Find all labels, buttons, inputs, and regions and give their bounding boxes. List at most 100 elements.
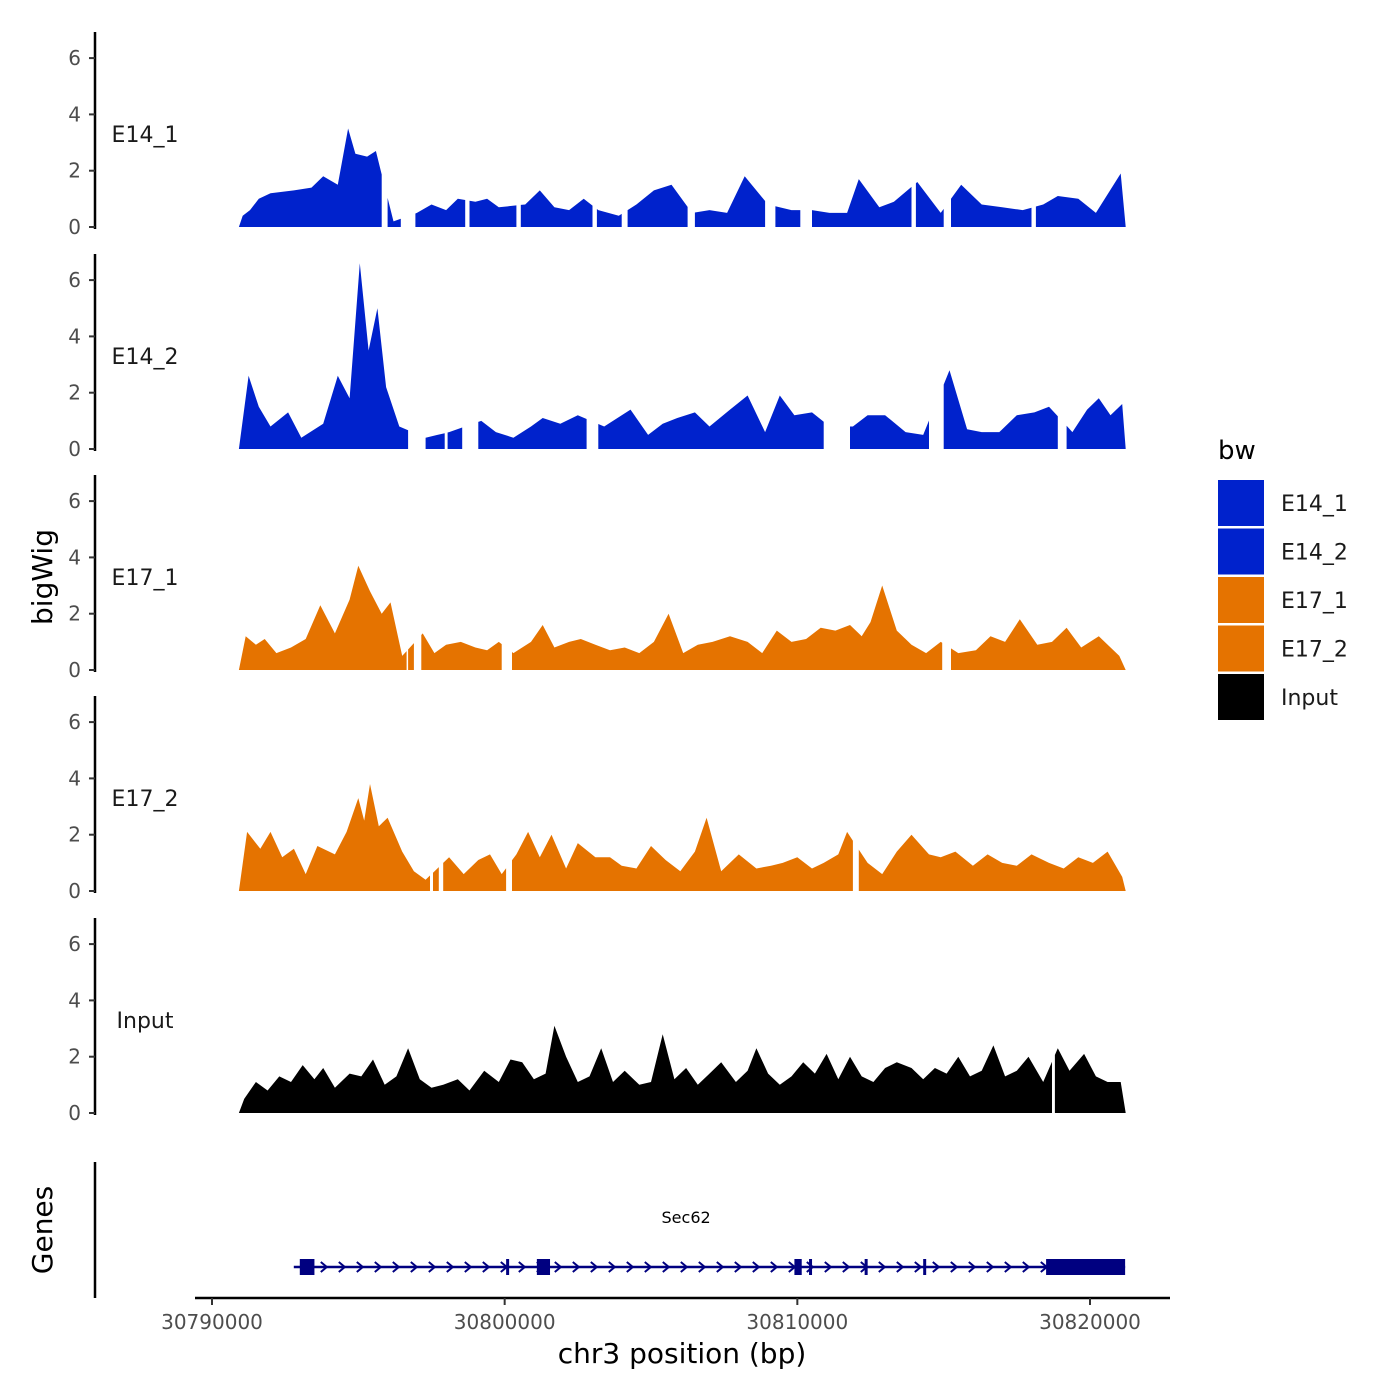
strand-arrow-icon <box>752 1261 761 1273</box>
y-tick-label: 6 <box>68 489 81 513</box>
legend-swatch-E14_2 <box>1218 528 1264 575</box>
strand-arrow-icon <box>590 1261 599 1273</box>
legend-label-E14_2: E14_2 <box>1281 541 1348 566</box>
strand-arrow-icon <box>770 1261 779 1273</box>
y-tick-label: 2 <box>68 381 81 405</box>
x-tick-label: 30810000 <box>746 1310 848 1334</box>
bigwig-tracks: 0 2 4 6 E14_1 0 2 4 6 E14_2 0 2 4 6 E17_1 0 2 4 6 E17_2 0 2 4 6… <box>68 32 1126 1125</box>
gene-exon <box>809 1259 813 1275</box>
coverage-area-E14_1 <box>1035 173 1126 227</box>
strand-arrow-icon <box>356 1261 365 1273</box>
coverage-area-E14_1 <box>812 179 912 227</box>
legend-label-E17_1: E17_1 <box>1281 589 1348 614</box>
coverage-area-E14_1 <box>238 128 382 227</box>
strand-arrow-icon <box>932 1261 941 1273</box>
y-tick-label: 0 <box>68 658 81 682</box>
coverage-area-E14_1 <box>951 184 1032 227</box>
coverage-area-E14_2 <box>598 395 824 449</box>
gene-exon <box>864 1259 868 1275</box>
track-E14_1: 0 2 4 6 E14_1 <box>68 32 1126 239</box>
coverage-area-E14_1 <box>520 190 593 227</box>
track-E17_1: 0 2 4 6 E17_1 <box>68 475 1126 682</box>
y-axis-title: bigWig <box>26 529 59 625</box>
y-tick-label: 2 <box>68 602 81 626</box>
legend-swatch-E17_1 <box>1218 577 1264 623</box>
coverage-area-E14_1 <box>627 184 688 227</box>
y-tick-label: 4 <box>68 988 81 1012</box>
y-tick-label: 4 <box>68 766 81 790</box>
x-axis-title: chr3 position (bp) <box>558 1337 807 1370</box>
strand-arrow-icon <box>464 1261 473 1273</box>
coverage-area-E14_2 <box>478 415 587 449</box>
strand-arrow-icon <box>482 1261 491 1273</box>
y-tick-label: 2 <box>68 159 81 183</box>
y-tick-label: 6 <box>68 268 81 292</box>
x-tick-label: 30800000 <box>454 1310 556 1334</box>
gene-exon <box>536 1259 551 1275</box>
gene-track: Genes Sec62 <box>26 1162 1126 1298</box>
coverage-area-Input <box>1054 1048 1126 1113</box>
y-tick-label: 6 <box>68 932 81 956</box>
coverage-area-E17_1 <box>512 585 943 670</box>
gene-exon <box>923 1259 927 1275</box>
y-tick-label: 0 <box>68 1101 81 1125</box>
strand-arrow-icon <box>1004 1261 1013 1273</box>
coverage-area-E17_2 <box>858 834 1126 891</box>
legend-label-E17_2: E17_2 <box>1281 638 1348 663</box>
track-label: E17_2 <box>112 787 179 812</box>
track-E14_2: 0 2 4 6 E14_2 <box>68 254 1126 461</box>
y-tick-label: 2 <box>68 823 81 847</box>
track-Input: 0 2 4 6 Input <box>68 918 1126 1125</box>
legend-label-Input: Input <box>1281 686 1338 711</box>
track-label: E14_1 <box>112 123 179 148</box>
track-E17_2: 0 2 4 6 E17_2 <box>68 696 1126 903</box>
strand-arrow-icon <box>572 1261 581 1273</box>
x-tick-label: 30820000 <box>1039 1310 1141 1334</box>
track-label: E14_2 <box>112 345 179 370</box>
legend-swatch-E17_2 <box>1218 625 1264 672</box>
y-tick-label: 6 <box>68 710 81 734</box>
coverage-area-E14_1 <box>694 176 766 227</box>
strand-arrow-icon <box>716 1261 725 1273</box>
gene-track-title: Genes <box>26 1186 59 1274</box>
x-axis: 30790000 30800000 30810000 30820000 <box>161 1296 1170 1334</box>
y-tick-label: 0 <box>68 215 81 239</box>
coverage-area-E17_1 <box>408 643 414 670</box>
strand-arrow-icon <box>374 1261 383 1273</box>
y-tick-label: 4 <box>68 545 81 569</box>
coverage-area-E14_1 <box>387 197 401 227</box>
gene-exon <box>506 1259 510 1275</box>
coverage-area-E14_1 <box>469 198 517 227</box>
legend-title: bw <box>1218 436 1256 466</box>
strand-arrow-icon <box>410 1261 419 1273</box>
strand-arrow-icon <box>338 1261 347 1273</box>
y-tick-label: 0 <box>68 437 81 461</box>
coverage-area-E17_2 <box>512 817 853 891</box>
coverage-area-E17_1 <box>951 619 1126 670</box>
strand-arrow-icon <box>662 1261 671 1273</box>
coverage-area-E17_1 <box>238 565 407 670</box>
x-tick-label: 30790000 <box>161 1310 263 1334</box>
gene-exon <box>794 1259 802 1275</box>
strand-arrow-icon <box>680 1261 689 1273</box>
strand-arrow-icon <box>734 1261 743 1273</box>
coverage-area-E14_2 <box>425 433 445 449</box>
legend-swatch-Input <box>1218 674 1264 720</box>
strand-arrow-icon <box>518 1261 527 1273</box>
coverage-area-E17_2 <box>433 867 439 891</box>
legend-swatch-E14_1 <box>1218 480 1264 526</box>
coverage-area-E14_2 <box>943 370 1058 449</box>
gene-exon <box>299 1259 315 1275</box>
coverage-area-E17_1 <box>421 633 502 670</box>
coverage-area-E17_2 <box>238 784 430 891</box>
coverage-area-E14_2 <box>238 263 409 449</box>
strand-arrow-icon <box>428 1261 437 1273</box>
legend-label-E14_1: E14_1 <box>1281 492 1348 517</box>
strand-arrow-icon <box>608 1261 617 1273</box>
strand-arrow-icon <box>950 1261 959 1273</box>
strand-arrow-icon <box>914 1261 923 1273</box>
strand-arrow-icon <box>320 1261 329 1273</box>
y-tick-label: 4 <box>68 324 81 348</box>
strand-arrow-icon <box>968 1261 977 1273</box>
